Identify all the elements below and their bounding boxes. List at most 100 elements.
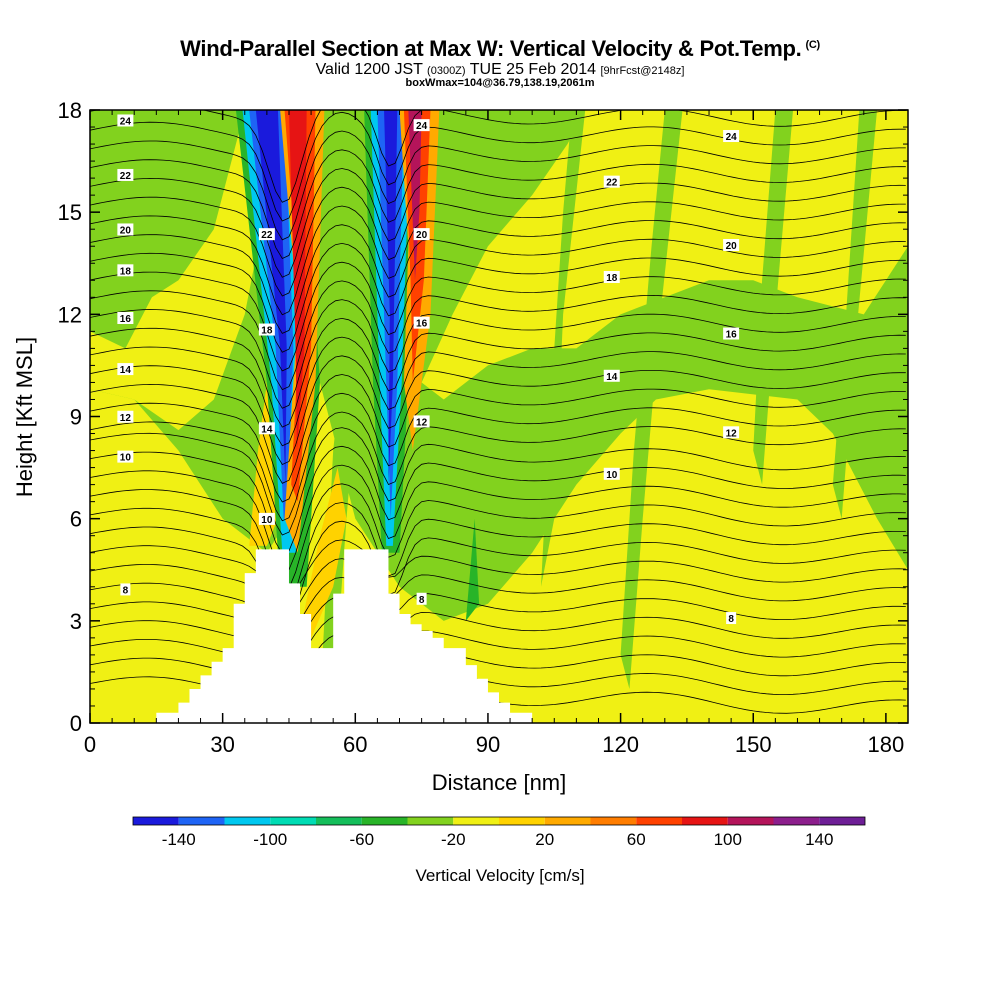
svg-text:10: 10 (606, 470, 618, 481)
theta-label-16-2: 16 (413, 316, 430, 330)
theta-line-27 (90, 168, 906, 278)
colorbar-tick-label: 20 (535, 830, 554, 849)
theta-line-23 (90, 242, 906, 353)
theta-label-8-0: 8 (120, 583, 131, 596)
theta-line-30 (90, 111, 906, 222)
theta-label-12-2: 12 (413, 415, 430, 428)
svg-text:24: 24 (726, 132, 738, 143)
title-mark: (C) (805, 38, 820, 51)
svg-text:8: 8 (419, 595, 425, 606)
theta-label-14-0: 14 (117, 363, 134, 376)
theta-label-14-1: 14 (258, 422, 275, 435)
theta-line-31 (90, 110, 906, 203)
x-axis-label: Distance [nm] (432, 770, 567, 795)
theta-line-4 (90, 595, 906, 656)
theta-line-20 (90, 299, 906, 409)
colorbar-swatch (590, 817, 637, 825)
theta-line-26 (90, 186, 906, 297)
theta-line-16 (90, 374, 906, 484)
theta-label-12-4: 12 (723, 426, 740, 439)
x-tick-label: 0 (84, 732, 96, 757)
colorbar-tick-label: 100 (714, 830, 742, 849)
wave2-core (384, 110, 398, 485)
velocity-field (90, 110, 908, 723)
theta-line-25 (90, 205, 906, 316)
theta-label-10-0: 10 (117, 450, 134, 464)
valid-utc: (0300Z) (427, 65, 466, 77)
theta-line-6 (90, 558, 906, 619)
updraft-region-west (90, 110, 276, 431)
theta-label-16-0: 16 (117, 311, 134, 325)
theta-line-17 (90, 355, 906, 466)
terrain-silhouette (90, 549, 908, 723)
svg-text:18: 18 (120, 266, 132, 277)
svg-text:8: 8 (728, 614, 734, 625)
colorbar-swatch (636, 817, 682, 825)
svg-text:24: 24 (416, 121, 428, 132)
x-tick-label: 180 (868, 732, 905, 757)
chart-subtitle: Valid 1200 JST (0300Z) TUE 25 Feb 2014 [… (315, 61, 685, 78)
x-tick-label: 60 (343, 732, 367, 757)
downdraft-streak-1 (541, 110, 586, 587)
theta-line-11 (90, 464, 906, 574)
downdraft-streak-4 (832, 110, 878, 519)
theta-line-9 (90, 502, 906, 611)
theta-line-5 (90, 576, 906, 637)
colorbar-swatch (819, 817, 865, 825)
wave2-red (403, 110, 431, 383)
colorbar-tick-label: -100 (253, 830, 287, 849)
downdraft-streak-2 (620, 110, 683, 689)
theta-label-20-2: 20 (413, 228, 430, 241)
forecast-info: [9hrFcst@2148z] (600, 65, 685, 77)
theta-line-8 (90, 520, 906, 630)
theta-label-22-1: 22 (258, 228, 275, 241)
wave1-core (255, 110, 287, 485)
colorbar-swatch (361, 817, 408, 825)
colorbar-tick-label: 60 (627, 830, 646, 849)
svg-text:18: 18 (261, 326, 273, 337)
colorbar-swatch (499, 817, 545, 825)
y-axis-label: Height [Kft MSL] (12, 337, 37, 497)
svg-text:16: 16 (120, 314, 132, 325)
svg-text:14: 14 (606, 372, 618, 383)
svg-text:20: 20 (120, 225, 132, 236)
x-tick-label: 120 (602, 732, 639, 757)
theta-line-14 (90, 411, 906, 522)
theta-line-15 (90, 392, 906, 503)
y-tick-label: 18 (58, 98, 82, 123)
chart-title: Wind-Parallel Section at Max W: Vertical… (180, 36, 820, 61)
svg-text:22: 22 (120, 171, 132, 182)
theta-line-19 (90, 317, 906, 428)
warm-region-center (302, 467, 347, 638)
theta-label-24-0: 24 (117, 114, 134, 127)
box-info: boxWmax=104@36.79,138.19,2061m (405, 77, 595, 89)
colorbar-tick-label: -140 (162, 830, 196, 849)
svg-text:10: 10 (120, 453, 132, 464)
colorbar-tick-label: -20 (441, 830, 466, 849)
colorbar-swatch (178, 817, 225, 825)
theta-line-21 (90, 280, 906, 391)
svg-text:16: 16 (726, 330, 738, 341)
theta-line-18 (90, 336, 906, 447)
x-tick-label: 30 (210, 732, 234, 757)
svg-text:12: 12 (416, 417, 428, 428)
x-tick-label: 90 (476, 732, 500, 757)
svg-text:24: 24 (120, 116, 132, 127)
theta-label-22-0: 22 (117, 168, 134, 182)
svg-text:20: 20 (416, 230, 428, 241)
theta-label-16-4: 16 (723, 327, 740, 341)
theta-line-13 (90, 427, 906, 536)
theta-contours: 8 8 8 10 10 10 12 12 12 14 14 14 16 16 16 18 18 18 20 20 20 2… (90, 110, 906, 723)
colorbar-swatch (407, 817, 454, 825)
theta-line-29 (90, 130, 906, 241)
y-tick-label: 15 (58, 200, 82, 225)
theta-line-24 (90, 224, 906, 334)
theta-label-24-4: 24 (723, 130, 740, 143)
colorbar-swatch (316, 817, 362, 825)
svg-text:20: 20 (726, 241, 738, 252)
wave1-blue (249, 110, 294, 519)
colorbar: -140 -100 -60 -20 20 60 100 140 (132, 816, 866, 849)
colorbar-swatch (224, 817, 271, 825)
theta-label-8-4: 8 (726, 612, 737, 625)
svg-text:16: 16 (416, 319, 428, 330)
